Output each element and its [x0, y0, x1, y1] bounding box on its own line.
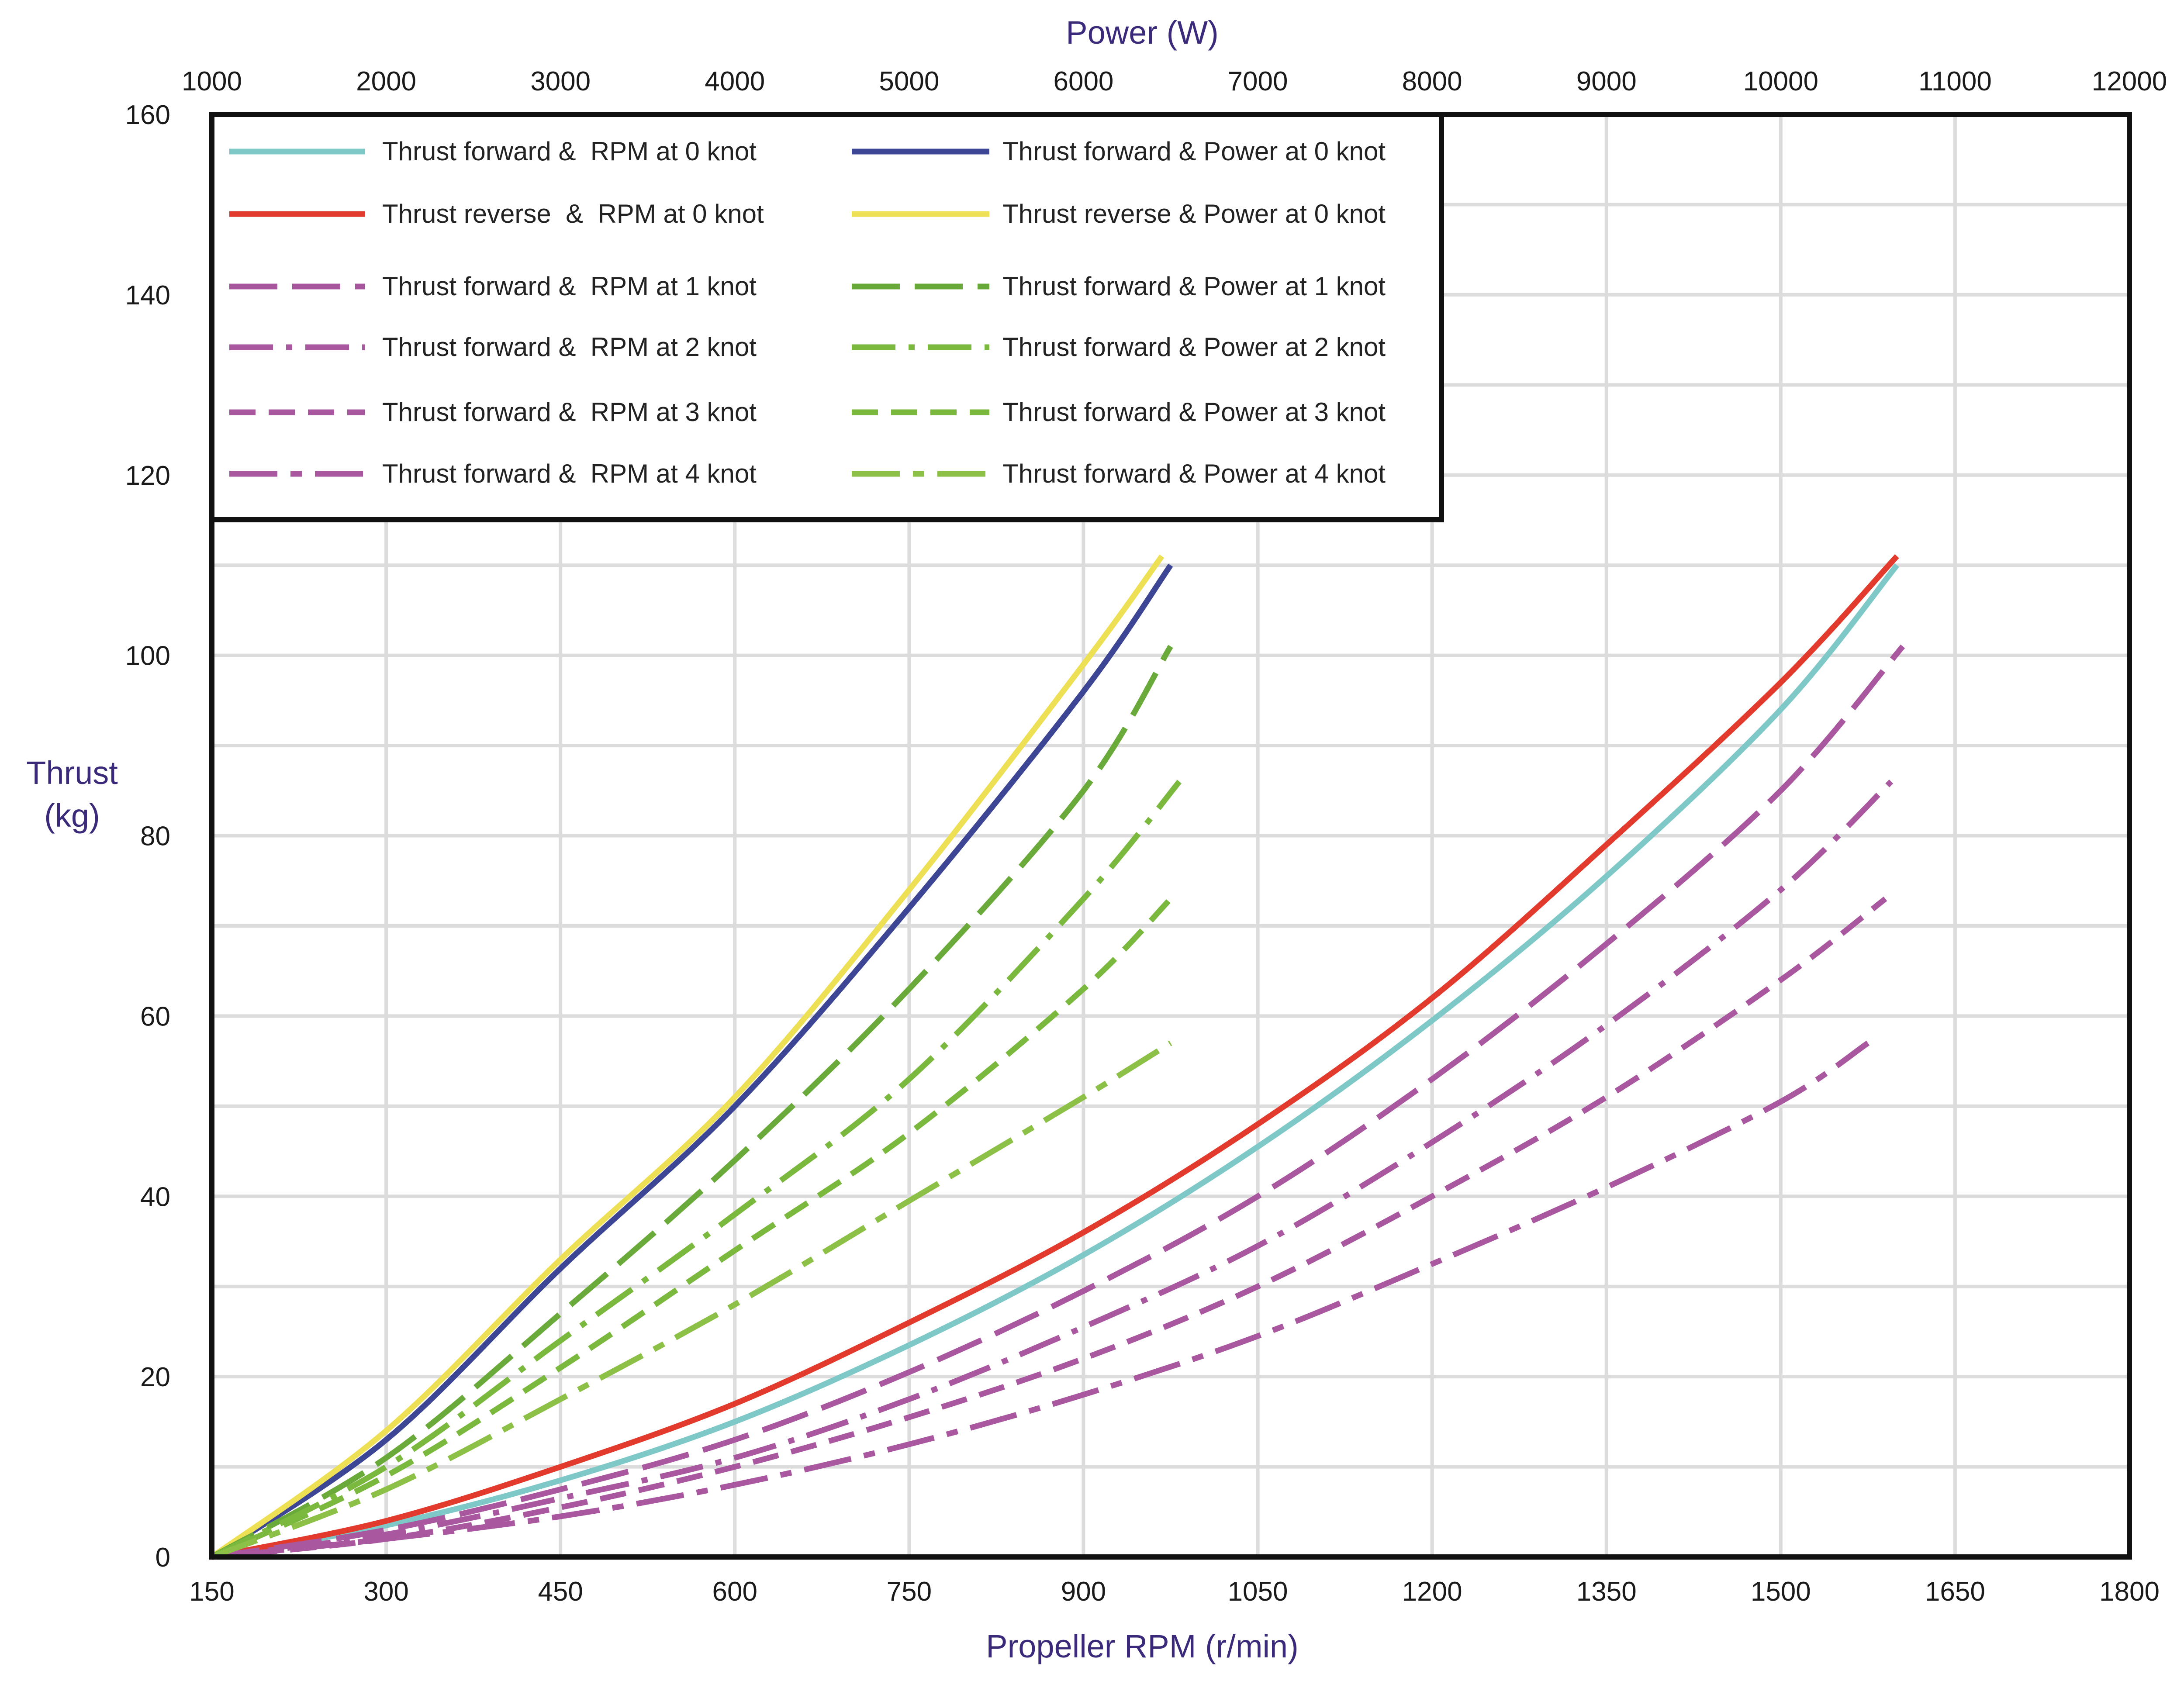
x-tick-label-4: 750: [887, 1577, 932, 1607]
x2-tick-label-1: 2000: [356, 66, 416, 97]
tick-labels: 150 300 450 600 750 900 1050 1200 1350 1500 1650 18…: [125, 66, 2167, 1607]
series-line-3: [210, 554, 1165, 1560]
legend-label-7: Thrust forward & Power at 2 knot: [1002, 332, 1386, 362]
y-tick-label-0: 0: [156, 1543, 170, 1573]
legend-label-11: Thrust forward & Power at 4 knot: [1002, 459, 1386, 488]
legend-label-0: Thrust forward & RPM at 0 knot: [382, 137, 757, 166]
x2-axis-title: Power (W): [1066, 14, 1218, 51]
legend-label-2: Thrust reverse & RPM at 0 knot: [382, 199, 764, 228]
legend-label-8: Thrust forward & RPM at 3 knot: [382, 397, 757, 427]
series-line-11: [211, 1040, 1172, 1560]
x2-tick-label-4: 5000: [879, 66, 939, 97]
series-line-1: [210, 563, 1173, 1560]
series-line-5: [210, 645, 1173, 1560]
series-lines: [210, 554, 1905, 1560]
legend-label-9: Thrust forward & Power at 3 knot: [1002, 397, 1386, 427]
x-tick-label-5: 900: [1061, 1577, 1106, 1607]
x-tick-label-1: 300: [363, 1577, 408, 1607]
x2-tick-label-9: 10000: [1743, 66, 1818, 97]
x2-tick-label-11: 12000: [2092, 66, 2167, 97]
legend-label-3: Thrust reverse & Power at 0 knot: [1002, 199, 1386, 228]
legend-label-10: Thrust forward & RPM at 4 knot: [382, 459, 757, 488]
legend-label-6: Thrust forward & RPM at 2 knot: [382, 332, 757, 362]
x2-tick-label-6: 7000: [1228, 66, 1288, 97]
y-tick-label-5: 100: [125, 641, 170, 671]
x2-tick-label-2: 3000: [530, 66, 591, 97]
legend-box: [209, 112, 1444, 522]
legend-label-5: Thrust forward & Power at 1 knot: [1002, 272, 1386, 301]
x2-tick-label-5: 6000: [1053, 66, 1113, 97]
series-line-2: [211, 554, 1899, 1560]
legend: Thrust forward & RPM at 0 knot Thrust for…: [209, 112, 1444, 522]
series-line-9: [211, 897, 1173, 1560]
x-tick-label-11: 1800: [2099, 1577, 2160, 1607]
x2-tick-label-7: 8000: [1402, 66, 1462, 97]
series-line-7: [211, 780, 1182, 1560]
y-tick-label-3: 60: [140, 1001, 170, 1032]
x-tick-label-10: 1650: [1925, 1577, 1985, 1607]
x2-tick-label-10: 11000: [1918, 66, 1992, 97]
y-tick-label-2: 40: [140, 1182, 170, 1212]
y-tick-label-6: 120: [125, 461, 170, 491]
y-axis-title-line2: (kg): [44, 797, 100, 834]
x2-tick-label-8: 9000: [1576, 66, 1637, 97]
x-tick-label-7: 1200: [1402, 1577, 1462, 1607]
y-tick-label-7: 140: [125, 280, 170, 311]
x-tick-label-2: 450: [538, 1577, 583, 1607]
y-tick-label-8: 160: [125, 100, 170, 130]
series-line-10: [211, 1040, 1870, 1560]
series-line-8: [211, 896, 1887, 1560]
x-tick-label-8: 1350: [1576, 1577, 1637, 1607]
y-tick-label-4: 80: [140, 822, 170, 852]
x-tick-label-9: 1500: [1751, 1577, 1811, 1607]
x-tick-label-3: 600: [712, 1577, 757, 1607]
y-axis-title-line1: Thrust: [26, 755, 118, 791]
legend-label-4: Thrust forward & RPM at 1 knot: [382, 272, 757, 301]
x-tick-label-6: 1050: [1228, 1577, 1288, 1607]
x-axis-title: Propeller RPM (r/min): [986, 1628, 1298, 1664]
series-line-0: [211, 563, 1899, 1560]
y-tick-label-1: 20: [140, 1362, 170, 1392]
x2-tick-label-3: 4000: [705, 66, 765, 97]
x-tick-label-0: 150: [189, 1577, 234, 1607]
legend-label-1: Thrust forward & Power at 0 knot: [1002, 137, 1386, 166]
x2-tick-label-0: 1000: [182, 66, 242, 97]
